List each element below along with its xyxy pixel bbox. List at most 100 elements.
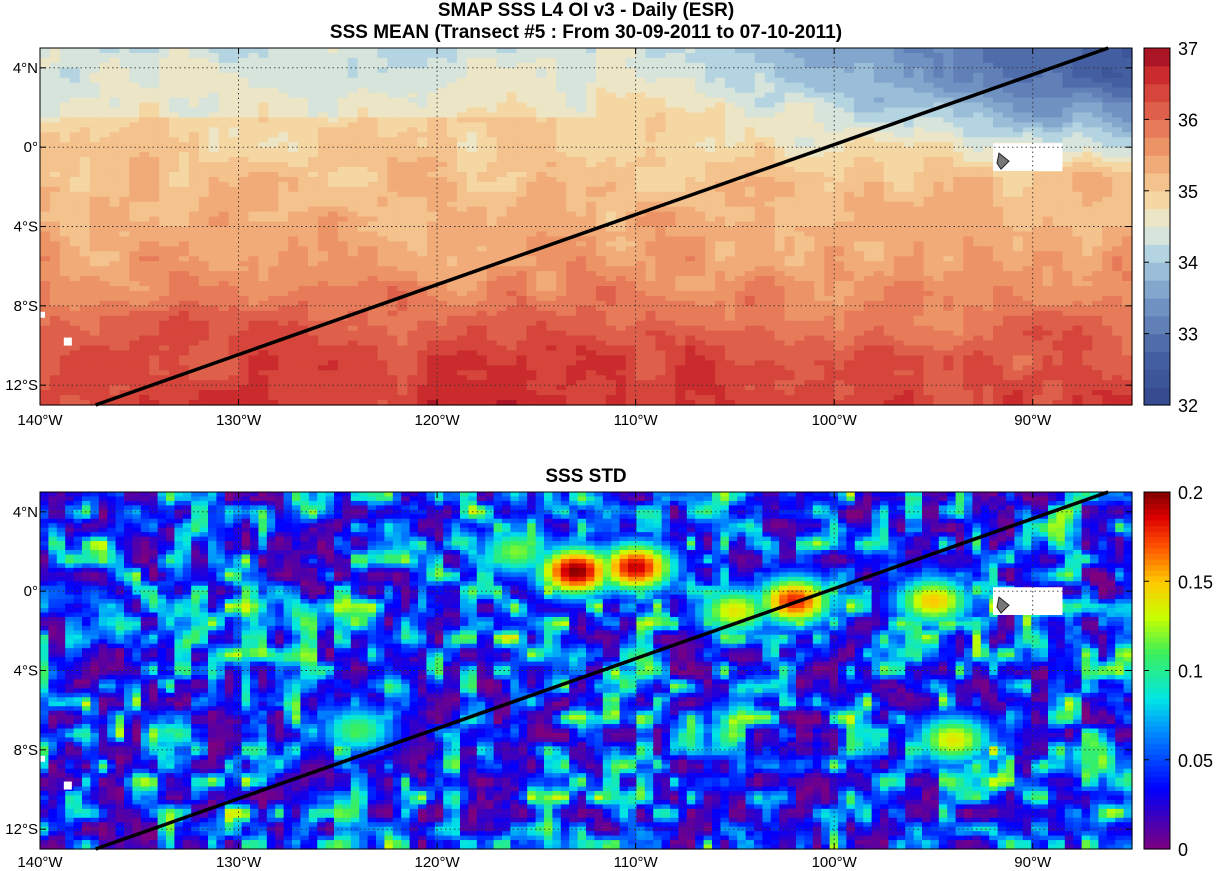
colorbar-step: [1144, 492, 1170, 499]
colorbar-step: [1144, 514, 1170, 521]
transect-line: [95, 46, 1109, 407]
chart-title-std: SSS STD: [545, 466, 627, 487]
colorbar-tick-label: 32: [1178, 396, 1198, 416]
galapagos-island: [996, 152, 1010, 170]
x-tick-label: 120°W: [414, 412, 460, 429]
colorbar-step: [1144, 564, 1170, 571]
colorbar-step: [1144, 620, 1170, 627]
colorbar-step: [1144, 815, 1170, 822]
colorbar-step: [1144, 642, 1170, 649]
x-tick-label: 130°W: [216, 854, 262, 871]
colorbar-step: [1144, 387, 1170, 406]
colorbar-step: [1144, 558, 1170, 566]
y-tick-label: 8°S: [14, 742, 38, 759]
colorbar-step: [1144, 653, 1170, 660]
colorbar-tick-label: 36: [1178, 110, 1198, 130]
land-mask-edge: [40, 755, 45, 762]
colorbar-step: [1144, 369, 1170, 388]
colorbar-step: [1144, 698, 1170, 705]
chart-title-line2: SSS MEAN (Transect #5 : From 30-09-2011 …: [329, 22, 843, 43]
colorbar-step: [1144, 190, 1170, 210]
land-mask: [993, 587, 1063, 615]
colorbar-step: [1144, 720, 1170, 727]
colorbar-step: [1144, 297, 1170, 317]
x-tick-label: 140°W: [17, 854, 63, 871]
land-mask-west: [63, 337, 72, 346]
x-tick-label: 110°W: [614, 854, 659, 871]
colorbar-step: [1144, 798, 1170, 805]
y-tick-label: 8°S: [14, 298, 38, 315]
colorbar-step: [1144, 754, 1170, 761]
colorbar-step: [1144, 542, 1170, 549]
x-tick-label: 120°W: [414, 854, 460, 871]
colorbar-step: [1144, 809, 1170, 817]
colorbar-tick-label: 37: [1178, 39, 1198, 59]
colorbar-step: [1144, 315, 1170, 335]
colorbar-step: [1144, 843, 1170, 850]
colorbar-tick-label: 0.2: [1178, 483, 1203, 503]
colorbar-step: [1144, 703, 1170, 711]
colorbar-tick-label: 33: [1178, 325, 1198, 345]
y-tick-label: 4°N: [13, 504, 38, 521]
y-tick-label: 4°N: [13, 60, 38, 77]
colorbar-step: [1144, 637, 1170, 644]
land-mask: [993, 143, 1063, 171]
y-tick-label: 12°S: [5, 821, 38, 838]
colorbar-step: [1144, 570, 1170, 577]
colorbar-step: [1144, 547, 1170, 554]
transect-line: [95, 490, 1109, 851]
colorbar-step: [1144, 155, 1170, 174]
colorbar-frame: [1143, 47, 1171, 406]
grid: [40, 48, 1132, 405]
colorbar-step: [1144, 625, 1170, 633]
galapagos-island: [996, 596, 1010, 614]
colorbar-step: [1144, 536, 1170, 543]
colorbar-step: [1144, 681, 1170, 688]
colorbar-step: [1144, 787, 1170, 794]
colorbar-step: [1144, 531, 1170, 538]
colorbar-step: [1144, 603, 1170, 610]
colorbar-step: [1144, 648, 1170, 655]
colorbar-step: [1144, 687, 1170, 694]
land-mask-west: [63, 781, 72, 790]
colorbar-step: [1144, 659, 1170, 666]
colorbar-step: [1144, 137, 1170, 156]
colorbar-step: [1144, 748, 1170, 755]
colorbar-step: [1144, 804, 1170, 811]
colorbar-step: [1144, 597, 1170, 605]
colorbar-step: [1144, 670, 1170, 677]
x-tick-label: 140°W: [17, 412, 63, 429]
colorbar-step: [1144, 776, 1170, 783]
colorbar-step: [1144, 333, 1170, 353]
colorbar-step: [1144, 519, 1170, 527]
x-tick-label: 90°W: [1014, 412, 1052, 429]
colorbar-tick-label: 0.05: [1178, 751, 1213, 771]
colorbar-step: [1144, 575, 1170, 582]
y-tick-label: 12°S: [5, 377, 38, 394]
colorbar-step: [1144, 821, 1170, 828]
colorbar-step: [1144, 553, 1170, 560]
colorbar-step: [1144, 65, 1170, 85]
colorbar-step: [1144, 782, 1170, 789]
colorbar-tick-label: 34: [1178, 253, 1198, 273]
colorbar-tick-label: 0.15: [1178, 572, 1213, 592]
colorbar-step: [1144, 609, 1170, 616]
colorbar: 32 33 34 35 36 37: [1143, 39, 1198, 416]
colorbar-step: [1144, 765, 1170, 772]
colorbar-step: [1144, 351, 1170, 370]
colorbar-step: [1144, 715, 1170, 722]
x-tick-label: 130°W: [216, 412, 262, 429]
colorbar-step: [1144, 101, 1170, 120]
colorbar-step: [1144, 793, 1170, 800]
x-tick-label: 100°W: [812, 854, 858, 871]
colorbar-step: [1144, 676, 1170, 683]
colorbar-tick-label: 0.1: [1178, 662, 1203, 682]
grid: [40, 492, 1132, 849]
colorbar-step: [1144, 631, 1170, 638]
y-tick-label: 4°S: [14, 663, 38, 680]
colorbar-step: [1144, 262, 1170, 281]
x-tick-label: 110°W: [614, 412, 659, 429]
colorbar-step: [1144, 743, 1170, 750]
colorbar-step: [1144, 832, 1170, 839]
